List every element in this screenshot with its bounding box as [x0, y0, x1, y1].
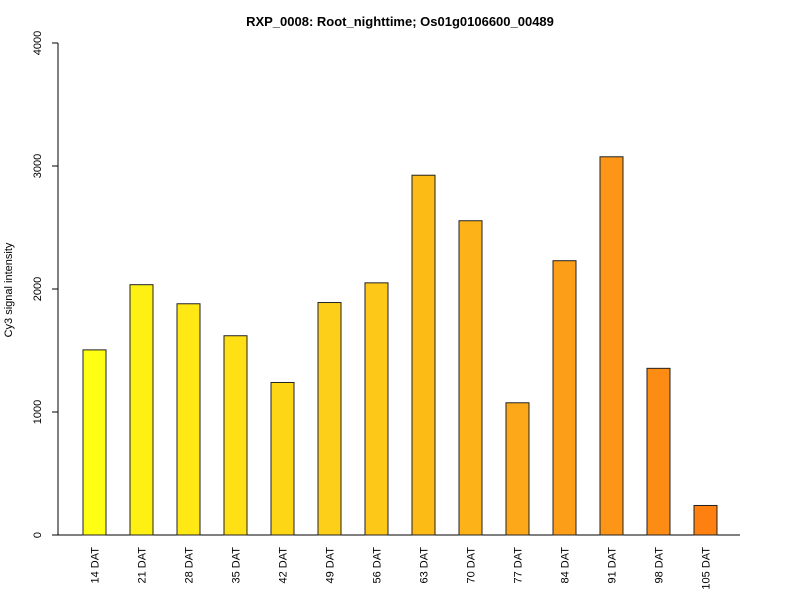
- bar-63-dat: [411, 174, 436, 536]
- x-tick-label: 77 DAT: [513, 547, 525, 584]
- y-tick-label: 3000: [32, 154, 44, 178]
- bar-21-dat: [129, 284, 154, 536]
- x-tick-label: 105 DAT: [701, 547, 713, 590]
- y-tick-label: 2000: [32, 277, 44, 301]
- bar-91-dat: [599, 156, 624, 536]
- bar-70-dat: [458, 220, 483, 536]
- bar-77-dat: [505, 402, 530, 536]
- y-tick-label: 1000: [32, 400, 44, 424]
- bar-42-dat: [270, 381, 295, 536]
- bar-56-dat: [364, 282, 389, 536]
- bar-28-dat: [176, 303, 201, 536]
- x-tick-label: 35 DAT: [231, 547, 243, 584]
- x-tick-label: 63 DAT: [419, 547, 431, 584]
- x-tick-label: 84 DAT: [560, 547, 572, 584]
- bar-49-dat: [317, 302, 342, 536]
- x-tick-label: 70 DAT: [466, 547, 478, 584]
- bar-84-dat: [552, 260, 577, 536]
- bar-98-dat: [646, 367, 671, 536]
- x-tick-label: 28 DAT: [184, 547, 196, 584]
- x-tick-label: 42 DAT: [278, 547, 290, 584]
- x-tick-label: 98 DAT: [654, 547, 666, 584]
- bar-14-dat: [82, 349, 107, 536]
- x-tick-label: 14 DAT: [90, 547, 102, 584]
- y-tick-label: 4000: [32, 31, 44, 55]
- bars: [82, 156, 718, 536]
- chart-title: RXP_0008: Root_nighttime; Os01g0106600_0…: [246, 14, 554, 29]
- x-tick-label: 49 DAT: [325, 547, 337, 584]
- bar-105-dat: [693, 504, 718, 536]
- y-tick-label: 0: [32, 532, 44, 538]
- bar-35-dat: [223, 335, 248, 536]
- x-tick-label: 21 DAT: [137, 547, 149, 584]
- y-axis-label: Cy3 signal intensity: [3, 242, 15, 337]
- y-axis: 0 1000 2000 3000 4000: [32, 31, 59, 538]
- x-axis: 14 DAT 21 DAT 28 DAT 35 DAT 42 DAT 49 DAT 56 D…: [58, 534, 740, 590]
- x-tick-label: 91 DAT: [607, 547, 619, 584]
- x-tick-label: 56 DAT: [372, 547, 384, 584]
